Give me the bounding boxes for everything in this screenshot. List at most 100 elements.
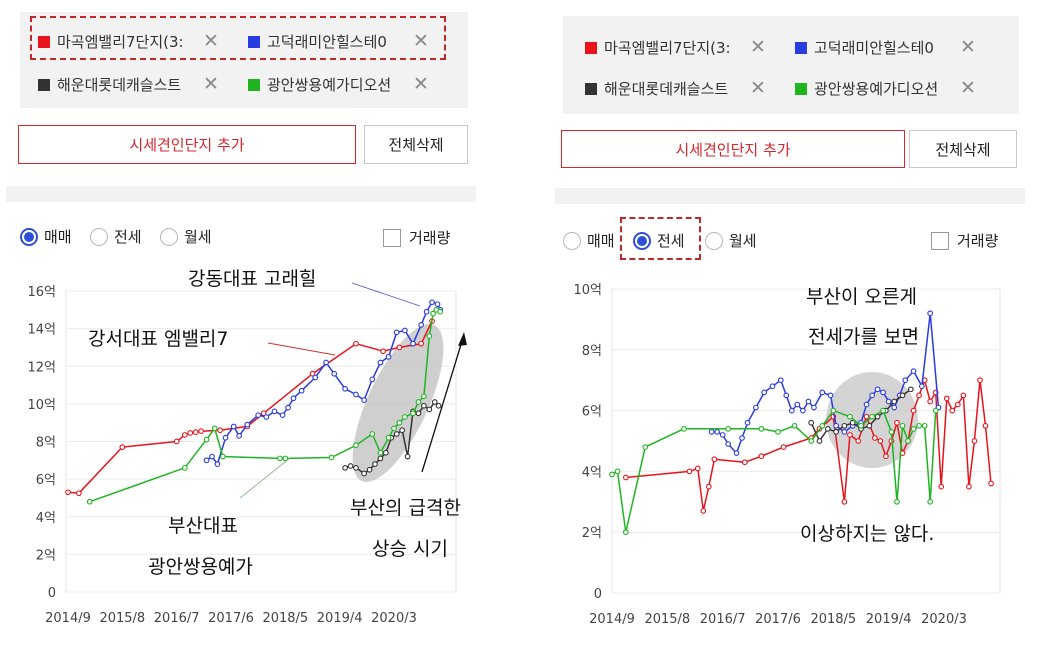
y-tick-label: 16억 [27,285,56,300]
data-point [192,429,199,435]
add-complex-button[interactable]: 시세견인단지 추가 [561,130,905,168]
y-tick-label: 8억 [36,436,56,451]
legend-label: 고덕래미안힐스테0 [814,39,934,57]
series-line [203,299,444,467]
radio-jeonse[interactable]: 전세 [633,230,685,251]
data-point [86,498,93,505]
data-point [960,392,967,399]
radio-icon [20,227,38,246]
close-icon[interactable]: ✕ [413,73,429,95]
data-point [622,474,629,481]
add-complex-button[interactable]: 시세견인단지 추가 [18,125,356,164]
legend-label: 해운대롯데캐슬스트 [604,80,729,98]
data-point [777,377,784,384]
delete-all-button[interactable]: 전체삭제 [364,125,468,164]
data-point [347,463,354,469]
data-point [769,383,776,390]
x-tick-label: 2018/5 [810,612,856,627]
left-price-chart: 0 2억 4억 6억 8억 10억 12억 14억 16억 2014/9 2015/8 2016/7… [27,268,467,626]
legend-item-3[interactable]: 해운대롯데캐슬스트 ✕ [585,78,766,99]
radio-label: 월세 [184,228,212,246]
x-tick-label: 2020/3 [371,611,417,626]
data-point [711,456,718,463]
data-point [435,402,442,409]
close-icon[interactable]: ✕ [960,36,976,58]
data-point [418,340,425,347]
legend-item-2[interactable]: 고덕래미안힐스테0 ✕ [248,31,429,52]
data-point [369,376,376,383]
data-point [421,402,427,409]
data-point [932,407,939,414]
radio-monthly[interactable]: 월세 [705,230,757,251]
radio-monthly[interactable]: 월세 [160,226,212,247]
data-point [187,430,194,436]
legend-item-1[interactable]: 마곡엠밸리7단지(3: ✕ [585,37,766,58]
plot-area [611,288,1001,594]
left-panel: 마곡엠밸리7단지(3: ✕ 고덕래미안힐스테0 ✕ 해운대롯데캐슬스트 ✕ 광안… [0,0,480,651]
data-point [260,410,267,417]
data-point [410,410,416,417]
legend-label: 광안쌍용예가디오션 [267,76,392,94]
radio-sale[interactable]: 매매 [563,230,615,251]
arrow-line [421,337,464,473]
close-icon[interactable]: ✕ [750,77,766,99]
legend-label: 고덕래미안힐스테0 [267,33,387,51]
data-point [65,489,71,496]
checkbox-label: 거래량 [409,229,451,247]
y-tick-label: 4억 [36,511,56,526]
data-point [849,419,856,426]
volume-checkbox[interactable]: 거래량 [931,230,998,251]
close-icon[interactable]: ✕ [413,30,429,52]
y-axis-ticks: 0 2억 4억 6억 8억 10억 [573,283,602,602]
data-point [282,455,289,462]
highlight-box [620,217,701,260]
data-point [761,389,768,396]
legend-item-4[interactable]: 광안쌍용예가디오션 ✕ [795,78,976,99]
data-point [902,377,909,384]
data-point [312,374,319,381]
annotation: 광안쌍용예가 [148,556,253,578]
data-point [377,455,384,462]
legend-item-1[interactable]: 마곡엠밸리7단지(3: ✕ [38,31,219,52]
x-tick-label: 2015/8 [644,612,690,627]
data-point [298,387,305,394]
data-point [614,468,621,475]
data-point [916,392,922,399]
data-point [290,395,297,402]
data-point [430,310,436,317]
data-point [910,425,917,432]
data-point [415,399,422,405]
radio-label: 매매 [44,228,72,246]
delete-all-button[interactable]: 전체삭제 [909,130,1017,168]
close-icon[interactable]: ✕ [960,77,976,99]
close-icon[interactable]: ✕ [750,36,766,58]
data-point [907,386,914,393]
data-point [323,359,329,366]
pointer-line [267,342,336,356]
data-point [855,438,862,444]
data-point [841,422,848,429]
close-icon[interactable]: ✕ [203,73,219,95]
annotation: 부산이 오른게 [806,286,917,308]
data-point [277,455,283,462]
close-icon[interactable]: ✕ [203,30,219,52]
data-point [244,421,251,428]
radio-sale[interactable]: 매매 [20,226,72,247]
data-point [214,461,221,467]
data-point [858,422,864,429]
radio-icon [705,231,723,250]
legend-item-2[interactable]: 고덕래미안힐스테0 ✕ [795,37,976,58]
data-point [383,449,389,456]
highlight-box [30,16,446,60]
radio-jeonse[interactable]: 전세 [90,226,142,247]
legend-item-3[interactable]: 해운대롯데캐슬스트 ✕ [38,74,219,95]
data-point [753,404,759,411]
legend-item-4[interactable]: 광안쌍용예가디오션 ✕ [248,74,429,95]
data-point [437,308,444,315]
red-square-icon [585,41,597,54]
divider [6,186,476,202]
legend-label: 마곡엠밸리7단지(3: [604,39,731,57]
right-panel: 마곡엠밸리7단지(3: ✕ 고덕래미안힐스테0 ✕ 해운대롯데캐슬스트 ✕ 광안… [555,0,1047,651]
volume-checkbox[interactable]: 거래량 [383,227,450,248]
annotation: 상승 시기 [372,538,448,560]
